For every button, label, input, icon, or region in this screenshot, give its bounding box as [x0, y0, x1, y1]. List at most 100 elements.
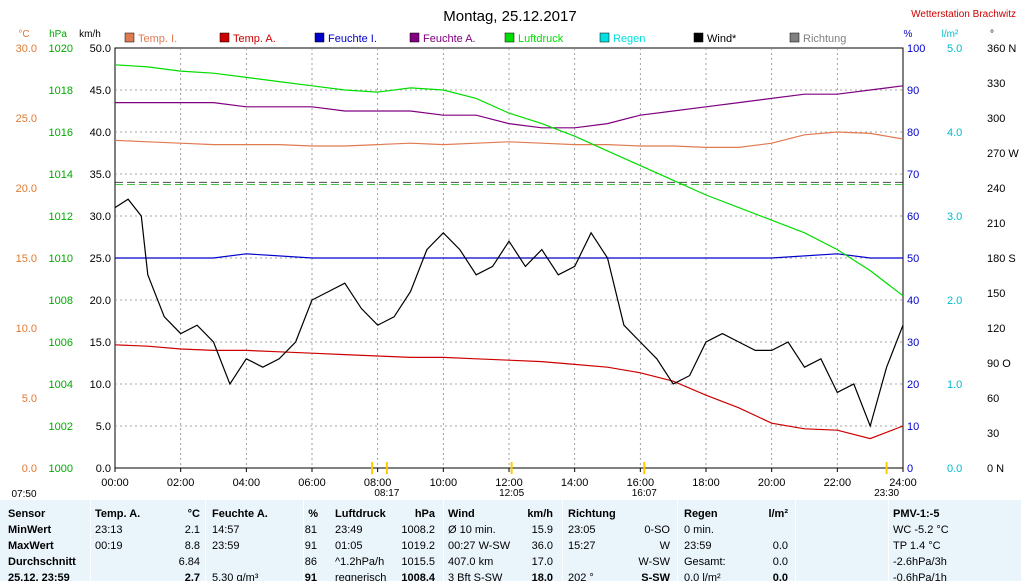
temp-tick-label: 15.0: [16, 253, 37, 265]
pressure-tick-label: 1014: [49, 169, 73, 181]
table-cell: 0.0: [772, 572, 788, 581]
table-cell: W: [659, 540, 670, 552]
x-tick-label: 06:00: [298, 477, 326, 489]
wind-tick-label: 50.0: [90, 43, 111, 55]
table-cell: 15.9: [531, 524, 553, 536]
table-cell: Luftdruck: [335, 508, 386, 520]
table-cell: 23:13: [95, 524, 123, 536]
rain-tick-label: 1.0: [947, 379, 962, 391]
x-tick-label: 10:00: [430, 477, 458, 489]
table-cell: hPa: [414, 508, 435, 520]
temp-unit: °C: [18, 29, 29, 40]
direction-tick-label: 120: [987, 323, 1005, 335]
table-cell: 14:57: [212, 524, 240, 536]
wind-tick-label: 0.0: [96, 463, 111, 475]
x-tick-label: 14:00: [561, 477, 589, 489]
table-cell: 23:05: [568, 524, 596, 536]
rain-tick-label: 5.0: [947, 43, 962, 55]
table-cell: 0.0: [772, 556, 788, 568]
temp-tick-label: 0.0: [22, 463, 37, 475]
pressure-tick-label: 1004: [49, 379, 73, 391]
humidity-tick-label: 60: [907, 211, 919, 223]
direction-tick-label: 240: [987, 183, 1005, 195]
table-cell: MaxWert: [8, 540, 54, 552]
table-cell: 36.0: [531, 540, 553, 552]
x-tick-label: 00:00: [101, 477, 129, 489]
summary-table: Sensor Temp. A. °C Feuchte A.% Luftdruck hPa W…: [0, 500, 1021, 581]
legend-label: Regen: [613, 33, 645, 45]
wind-tick-label: 20.0: [90, 295, 111, 307]
table-cell: 0.0: [772, 540, 788, 552]
legend-swatch: [789, 32, 800, 43]
axes: 00:00 02:00 04:00 06:00 08:00 10:00 12:00 14:00…: [16, 43, 1020, 489]
legend-swatch: [124, 32, 135, 43]
weather-chart: Montag, 25.12.2017 Wetterstation Brachwi…: [11, 8, 1020, 500]
direction-tick-label: 180 S: [987, 253, 1016, 265]
direction-tick-label: 0 N: [987, 463, 1004, 475]
table-separator: [562, 500, 563, 581]
table-cell: 23:49: [335, 524, 363, 536]
table-cell: km/h: [527, 508, 553, 520]
direction-tick-label: 150: [987, 288, 1005, 300]
table-cell: 1019.2: [401, 540, 435, 552]
legend-swatch: [219, 32, 230, 43]
x-tick-label: 22:00: [824, 477, 852, 489]
series-line-luftdruck: [114, 64, 904, 297]
table-cell: 25.12. 23:59: [8, 572, 70, 581]
direction-tick-label: 210: [987, 218, 1005, 230]
table-cell: 6.84: [178, 556, 200, 568]
chart-title: Montag, 25.12.2017: [443, 8, 576, 25]
rain-tick-label: 0.0: [947, 463, 962, 475]
table-cell: PMV-1:-5: [893, 508, 940, 520]
legend-swatch: [409, 32, 420, 43]
station-name: Wetterstation Brachwitz: [911, 9, 1016, 20]
table-separator: [303, 500, 304, 581]
x-marker-label: 08:17: [374, 488, 399, 499]
legend-swatch: [504, 32, 515, 43]
pressure-unit: hPa: [49, 29, 67, 40]
table-cell: Feuchte A.: [212, 508, 268, 520]
table-separator: [443, 500, 444, 581]
table-cell: -0.6hPa/1h: [893, 572, 947, 581]
table-cell: 91: [304, 540, 317, 552]
table-cell: 15:27: [568, 540, 596, 552]
wind-tick-label: 10.0: [90, 379, 111, 391]
x-tick-label: 20:00: [758, 477, 786, 489]
direction-tick-label: 270 W: [987, 148, 1019, 160]
table-cell: Sensor: [8, 508, 46, 520]
table-cell: 17.0: [531, 556, 553, 568]
table-cell: 01:05: [335, 540, 363, 552]
table-cell: 8.8: [184, 540, 200, 552]
legend-swatch: [693, 32, 704, 43]
table-cell: 91: [304, 572, 317, 581]
table-cell: 5.30 g/m³: [212, 572, 259, 581]
series-line-feuchte-a-: [115, 85, 904, 129]
pressure-tick-label: 1002: [49, 421, 73, 433]
pressure-tick-label: 1018: [49, 85, 73, 97]
x-tick-label: 16:00: [627, 477, 655, 489]
table-cell: 1008.4: [401, 572, 435, 581]
direction-tick-label: 300: [987, 113, 1005, 125]
humidity-tick-label: 70: [907, 169, 919, 181]
humidity-tick-label: 40: [907, 295, 919, 307]
legend-label: Feuchte I.: [328, 33, 377, 45]
table-cell: Temp. A.: [95, 508, 141, 520]
pressure-tick-label: 1006: [49, 337, 73, 349]
series: [114, 64, 904, 440]
table-cell: 2.7: [184, 572, 200, 581]
table-cell: l/m²: [768, 508, 788, 520]
direction-tick-label: 30: [987, 428, 999, 440]
temp-tick-label: 25.0: [16, 113, 37, 125]
table-cell: Ø 10 min.: [448, 524, 496, 536]
temp-tick-label: 30.0: [16, 43, 37, 55]
table-cell: 18.0: [531, 572, 553, 581]
table-cell: 1015.5: [401, 556, 435, 568]
series-line-wind-: [114, 198, 904, 428]
table-cell: 0-SO: [644, 524, 670, 536]
humidity-tick-label: 100: [907, 43, 925, 55]
x-tick-label: 18:00: [692, 477, 720, 489]
humidity-tick-label: 50: [907, 253, 919, 265]
humidity-tick-label: 80: [907, 127, 919, 139]
wind-tick-label: 40.0: [90, 127, 111, 139]
wind-tick-label: 35.0: [90, 169, 111, 181]
